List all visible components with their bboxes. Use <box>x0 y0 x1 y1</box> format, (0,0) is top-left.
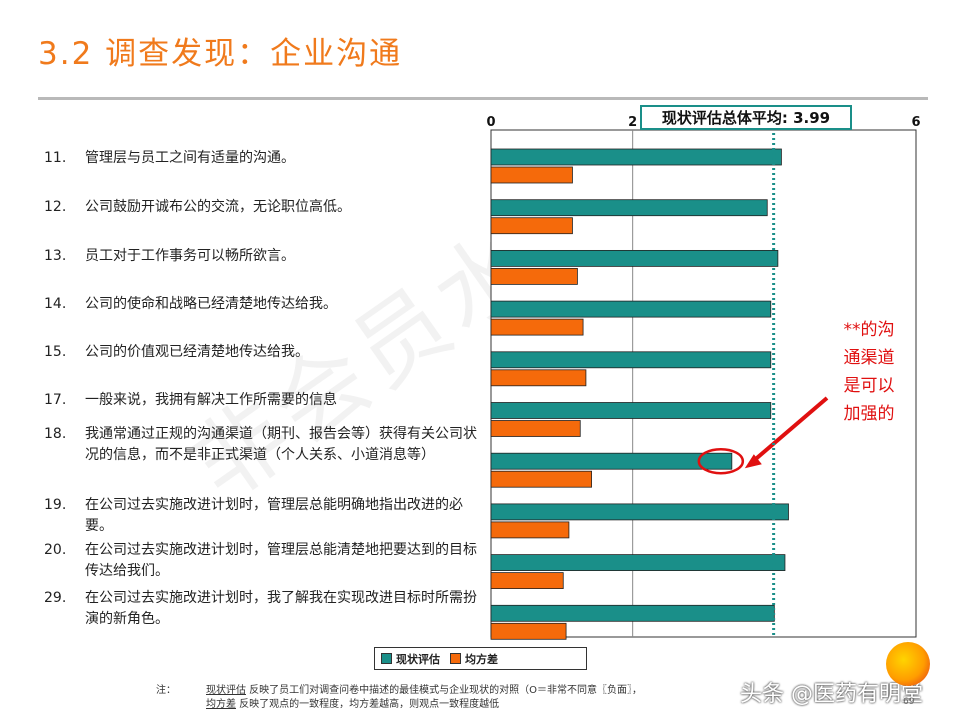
question-number: 17. <box>44 392 67 408</box>
callout-line: **的沟 <box>843 320 895 340</box>
bar-variance <box>490 470 592 488</box>
callout-line: 通渠道 <box>843 348 895 368</box>
callout-arrow <box>749 396 829 465</box>
question-text: 在公司过去实施改进计划时，管理层总能明确地指出改进的必要。 <box>85 497 463 534</box>
footer-watermark: 头条 @医药有明堂 <box>740 682 923 707</box>
footnote-lead: 注： <box>156 685 176 696</box>
legend-label-current: 现状评估 <box>396 652 440 666</box>
chart-legend: 现状评估 均方差 <box>374 647 587 670</box>
question-number: 14. <box>44 296 67 312</box>
bar-variance <box>490 420 581 437</box>
question-text: 一般来说，我拥有解决工作所需要的信息 <box>85 392 337 408</box>
footnote-line-1: 注： 现状评估 反映了员工们对调查问卷中描述的最佳模式与企业现状的对照（O＝非常不… <box>156 684 746 698</box>
question-text: 员工对于工作事务可以畅所欲言。 <box>85 248 295 264</box>
callout-text: **的沟 通渠道 是可以 加强的 <box>826 316 912 428</box>
footnote-line-2: 均方差 反映了观点的一致程度，均方差越高，则观点一致程度越低 <box>156 698 746 712</box>
bar-current <box>490 402 772 419</box>
callout-arrowhead <box>744 454 762 469</box>
bar-variance <box>490 521 570 539</box>
question-number: 13. <box>44 248 67 264</box>
legend-item-current: 现状评估 <box>381 651 440 667</box>
callout-line: 是可以 <box>843 376 895 396</box>
question-text: 公司鼓励开诚布公的交流，无论职位高低。 <box>85 199 351 215</box>
bar-variance <box>490 166 573 184</box>
legend-swatch-variance <box>450 653 461 664</box>
bar-current <box>490 503 789 521</box>
legend-swatch-current <box>381 653 392 664</box>
question-number: 15. <box>44 344 67 360</box>
x-tick-label: 2 <box>628 115 637 130</box>
question-number: 18. <box>44 426 67 442</box>
x-tick-label: 0 <box>486 115 495 130</box>
question-number: 29. <box>44 590 67 606</box>
page-title: 3.2 调查发现：企业沟通 <box>38 36 403 72</box>
question-text: 我通常通过正规的沟通渠道（期刊、报告会等）获得有关公司状况的信息，而不是非正式渠… <box>85 426 477 463</box>
title-divider <box>38 97 928 100</box>
callout-line: 加强的 <box>843 404 895 424</box>
question-text: 管理层与员工之间有适量的沟通。 <box>85 150 295 166</box>
question-text: 在公司过去实施改进计划时，我了解我在实现改进目标时所需扮演的新角色。 <box>85 590 477 627</box>
legend-item-variance: 均方差 <box>450 651 498 667</box>
x-tick-label: 6 <box>911 115 920 130</box>
footnote-term-variance: 均方差 <box>206 699 236 710</box>
bar-variance <box>490 267 578 285</box>
bar-variance <box>490 369 587 387</box>
bar-current <box>490 199 768 217</box>
question-number: 11. <box>44 150 67 166</box>
bar-variance <box>490 572 564 589</box>
question-number: 12. <box>44 199 67 215</box>
logo-icon <box>886 642 930 686</box>
question-number: 20. <box>44 542 67 558</box>
page-number: 69 <box>903 697 915 707</box>
footnote-text-current: 反映了员工们对调查问卷中描述的最佳模式与企业现状的对照（O＝非常不同意〖负面〗， <box>246 685 643 696</box>
bar-current <box>490 351 772 369</box>
footnote-text-variance: 反映了观点的一致程度，均方差越高，则观点一致程度越低 <box>236 699 500 710</box>
bar-current <box>490 249 779 267</box>
bar-current <box>490 300 772 318</box>
bar-current <box>490 604 775 622</box>
average-label: 现状评估总体平均: 3.99 <box>640 105 852 130</box>
question-number: 19. <box>44 497 67 513</box>
footnote: 注： 现状评估 反映了员工们对调查问卷中描述的最佳模式与企业现状的对照（O＝非常不… <box>156 684 746 712</box>
bar-current <box>490 554 786 571</box>
question-text: 公司的使命和战略已经清楚地传达给我。 <box>85 296 337 312</box>
question-text: 在公司过去实施改进计划时，管理层总能清楚地把要达到的目标传达给我们。 <box>85 542 477 579</box>
bar-current <box>490 452 733 470</box>
highlight-circle <box>697 447 745 475</box>
bar-current <box>490 148 782 166</box>
footnote-term-current: 现状评估 <box>206 685 246 696</box>
bar-variance <box>490 622 567 640</box>
bar-variance <box>490 318 584 336</box>
legend-label-variance: 均方差 <box>465 652 498 666</box>
bar-variance <box>490 217 573 235</box>
question-text: 公司的价值观已经清楚地传达给我。 <box>85 344 309 360</box>
